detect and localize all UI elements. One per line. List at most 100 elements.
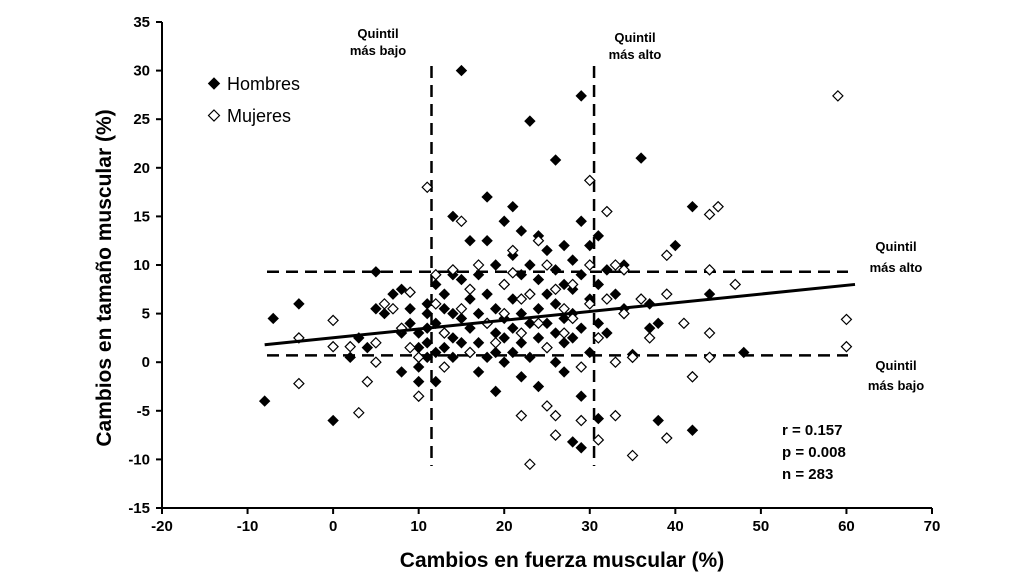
y-tick-label: 35 <box>133 14 150 31</box>
hombres-point <box>515 225 528 237</box>
x-tick-label: -20 <box>151 518 173 535</box>
mujeres-point <box>583 259 596 271</box>
mujeres-point <box>575 361 588 373</box>
mujeres-point <box>703 327 716 339</box>
mujeres-point <box>506 266 519 279</box>
y-axis-title: Cambios en tamaño muscular (%) <box>93 109 116 446</box>
y-tick-label: 10 <box>133 257 150 274</box>
hombres-point <box>524 317 536 330</box>
hombres-point <box>489 303 502 315</box>
quintile-labels: Quintil más bajo Quintil más alto Quinti… <box>350 26 924 393</box>
mujeres-point <box>609 259 622 271</box>
hombres-point <box>430 375 442 388</box>
hombres-point <box>524 351 536 364</box>
mujeres-point <box>404 286 416 299</box>
hombres-point <box>515 337 528 349</box>
mujeres-point <box>840 313 853 326</box>
hombres-point <box>481 351 493 364</box>
hombres-point <box>370 266 382 278</box>
y-tick-label: 5 <box>142 306 150 323</box>
hombres-point <box>575 215 587 227</box>
hombres-point <box>558 239 570 252</box>
hombres-point <box>558 278 570 291</box>
x-tick-label: 40 <box>667 518 684 535</box>
stat-p: p = 0.008 <box>782 444 846 461</box>
hombres-point <box>481 288 493 300</box>
quintile-label-bottom-y-2: más bajo <box>868 378 924 393</box>
mujeres-point <box>566 312 579 325</box>
hombres-point <box>541 288 553 300</box>
hombres-point <box>447 307 459 320</box>
hombres-point <box>438 303 451 315</box>
hombres-point <box>404 303 416 315</box>
hombres-point <box>592 278 605 291</box>
mujeres-point <box>464 283 476 296</box>
hombres-point <box>592 230 605 242</box>
hombres-point <box>472 366 485 378</box>
hombres-point <box>549 327 562 339</box>
hombres-point <box>652 414 664 427</box>
hombres-point <box>566 332 579 344</box>
hombres-point <box>430 278 442 291</box>
y-tick-label: -10 <box>128 451 150 468</box>
hombres-point <box>489 327 502 339</box>
hombres-point <box>686 424 699 436</box>
mujeres-point <box>601 205 613 218</box>
mujeres-point <box>566 278 579 291</box>
quintile-label-top-y-1: Quintil <box>875 239 916 254</box>
mujeres-point <box>626 449 639 462</box>
data-points <box>258 64 853 471</box>
x-tick-label: 60 <box>838 518 855 535</box>
legend-label-hombres: Hombres <box>227 74 300 94</box>
mujeres-point <box>506 244 519 257</box>
hombres-point <box>738 346 750 359</box>
x-tick-label: 0 <box>329 518 337 535</box>
x-tick-label: -10 <box>237 518 259 535</box>
hombres-point <box>558 312 570 325</box>
mujeres-point <box>515 293 528 305</box>
hombres-point <box>327 414 339 427</box>
hombres-point <box>344 351 356 364</box>
mujeres-point <box>618 264 630 276</box>
hombres-point <box>489 346 502 359</box>
hombres-point <box>575 322 587 334</box>
hombres-point <box>421 351 433 364</box>
quintile-label-top-x-2: más alto <box>609 47 662 62</box>
mujeres-point <box>686 370 699 383</box>
hombres-point <box>584 239 596 252</box>
hombres-point <box>601 264 613 276</box>
y-tick-label: 15 <box>133 208 150 225</box>
trendline-group <box>264 282 856 347</box>
mujeres-point <box>429 268 442 281</box>
mujeres-point <box>618 307 630 320</box>
hombres-point <box>566 436 579 448</box>
hombres-point <box>447 210 459 223</box>
hombres-point <box>395 283 408 296</box>
x-tick-label: 20 <box>496 518 513 535</box>
hombres-point <box>472 307 485 320</box>
hombres-point <box>472 337 485 349</box>
hombres-point <box>635 152 647 164</box>
legend-marker-hombres <box>207 77 221 90</box>
hombres-point <box>592 317 605 330</box>
hombres-point <box>532 303 545 315</box>
hombres-point <box>549 154 562 166</box>
hombres-point <box>258 395 271 407</box>
hombres-point <box>686 200 699 213</box>
mujeres-point <box>455 302 468 315</box>
mujeres-point <box>515 409 528 422</box>
hombres-point <box>370 303 382 315</box>
mujeres-point <box>558 302 570 315</box>
mujeres-point <box>464 346 476 359</box>
mujeres-point <box>387 302 399 315</box>
mujeres-point <box>412 390 425 403</box>
y-tick-label: -15 <box>128 500 150 517</box>
hombres-point <box>566 254 579 266</box>
hombres-point <box>464 322 476 334</box>
mujeres-point <box>678 317 690 330</box>
hombres-point <box>532 273 545 286</box>
hombres-point <box>498 215 510 227</box>
legend: Hombres Mujeres <box>207 74 300 126</box>
mujeres-point <box>626 351 639 364</box>
